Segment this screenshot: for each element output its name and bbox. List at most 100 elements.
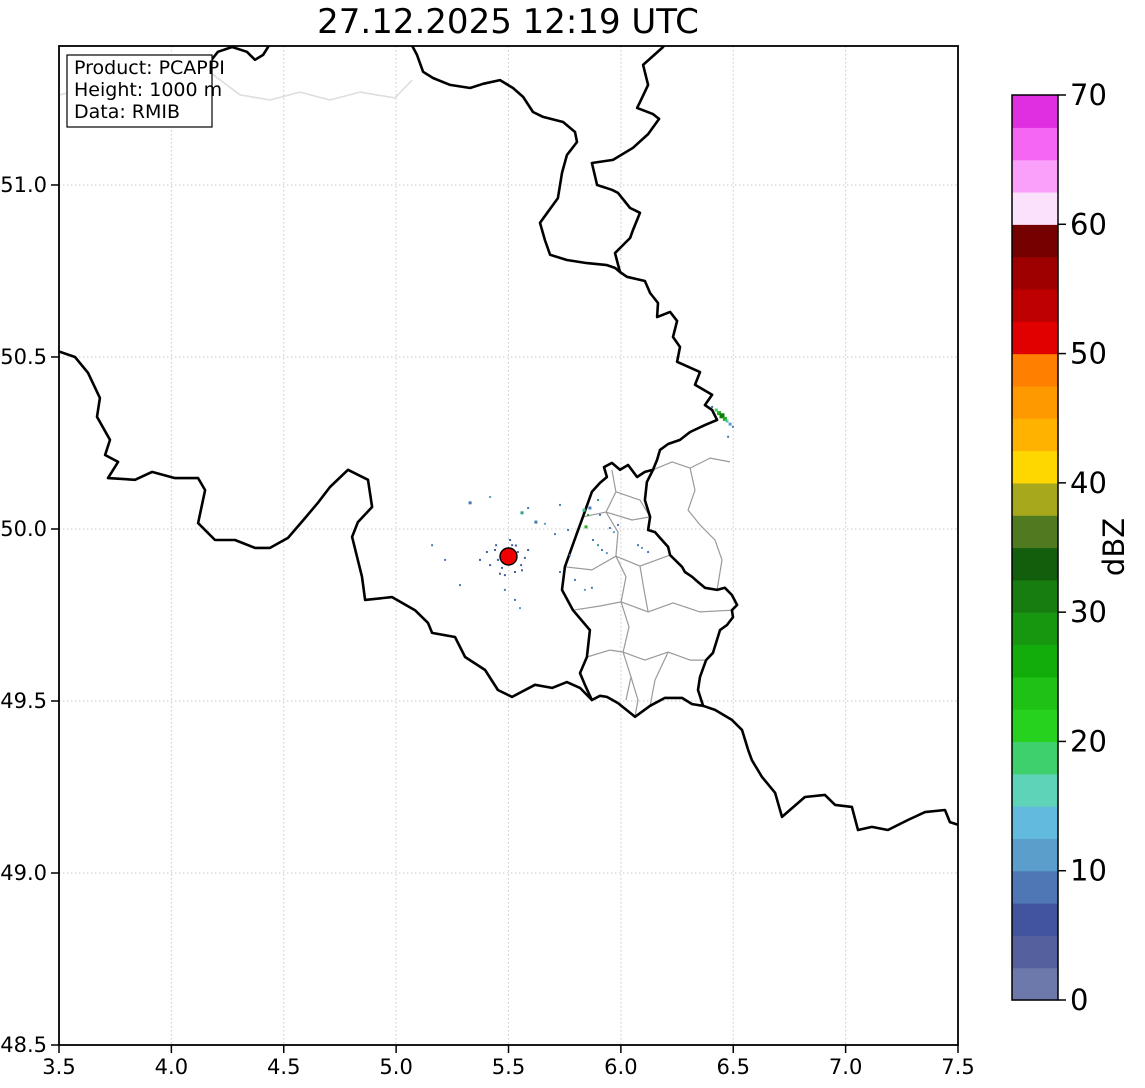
colorbar-segment <box>1012 773 1058 807</box>
echo-cell <box>527 507 530 509</box>
colorbar-segment <box>1012 967 1058 1001</box>
region-border <box>649 651 669 706</box>
colorbar-ticks: 0 10 20 30 40 50 60 70 <box>1058 78 1107 1017</box>
echo-cell <box>511 544 514 547</box>
info-data-line: Data: RMIB <box>74 101 180 123</box>
echo-cell <box>637 544 639 547</box>
echo-cell <box>479 558 481 561</box>
colorbar-segment <box>1012 127 1058 161</box>
country-border <box>59 350 594 702</box>
y-tick-label: 48.5 <box>0 1033 47 1057</box>
echo-cell <box>485 551 488 553</box>
y-tick-label: 49.5 <box>0 689 47 713</box>
colorbar-tick-label: 0 <box>1070 983 1088 1017</box>
echo-cell <box>725 419 729 423</box>
colorbar-frame <box>1011 94 1059 1001</box>
x-axis-ticks: 3.5 4.0 4.5 5.0 5.5 6.0 6.5 7.0 7.5 <box>42 1045 975 1079</box>
colorbar-tick-label: 20 <box>1070 724 1107 758</box>
echo-cell <box>523 556 526 559</box>
echo-cell <box>520 564 523 567</box>
echo-cell <box>554 533 556 536</box>
echo-cell <box>717 411 722 416</box>
x-tick-label: 4.0 <box>155 1055 188 1079</box>
colorbar-segment <box>1012 709 1058 743</box>
echo-cell <box>503 588 506 591</box>
colorbar-segment <box>1012 353 1058 387</box>
colorbar-segment <box>1012 450 1058 484</box>
colorbar-segment <box>1012 321 1058 355</box>
region-border <box>652 457 731 471</box>
country-border <box>560 461 705 719</box>
colorbar-segment <box>1012 838 1058 872</box>
country-border <box>618 270 719 472</box>
echo-cell <box>494 549 496 551</box>
info-box: Product: PCAPPI Height: 1000 m Data: RMI… <box>66 54 225 128</box>
colorbar-segment <box>1012 95 1058 128</box>
colorbar-segment <box>1012 418 1058 452</box>
echo-cell <box>641 546 643 549</box>
colorbar-segment <box>1012 191 1058 225</box>
region-border <box>586 649 707 661</box>
echo-cell <box>489 564 492 567</box>
echo-cell <box>567 529 570 531</box>
echo-cell <box>582 508 586 512</box>
colorbar-segment <box>1012 385 1058 419</box>
region-border <box>615 491 651 518</box>
echo-cell <box>495 544 498 547</box>
region-border <box>630 676 639 717</box>
colorbar <box>1012 95 1058 1001</box>
y-tick-label: 51.0 <box>0 173 47 197</box>
echo-cell <box>605 552 608 555</box>
region-border <box>564 554 671 571</box>
colorbar-segment <box>1012 579 1058 613</box>
colorbar-segment <box>1012 612 1058 646</box>
echo-cell <box>521 569 523 572</box>
echo-cell <box>503 574 506 577</box>
echo-cell <box>719 413 725 419</box>
colorbar-segment <box>1012 224 1058 258</box>
echo-cell <box>509 539 512 541</box>
radar-site-layer <box>499 547 518 566</box>
echo-cell <box>612 531 615 534</box>
echo-cell <box>520 511 524 515</box>
echo-cell <box>584 525 588 529</box>
info-box-frame <box>66 54 213 128</box>
echo-cell <box>588 506 592 510</box>
colorbar-tick-label: 50 <box>1070 337 1107 371</box>
colorbar-tick-label: 40 <box>1070 466 1107 500</box>
echo-cell <box>514 544 517 547</box>
grid-layer <box>59 46 958 1045</box>
echo-cell <box>499 572 501 575</box>
echo-cell <box>608 527 611 529</box>
echo-cell <box>714 408 718 412</box>
echo-cell <box>592 539 594 541</box>
info-height-line: Height: 1000 m <box>74 79 222 101</box>
x-tick-label: 6.0 <box>604 1055 637 1079</box>
region-borders-layer <box>564 457 732 717</box>
echo-cell <box>516 551 519 553</box>
echo-cell <box>647 551 650 553</box>
country-border <box>590 46 665 274</box>
echo-cell <box>543 522 546 525</box>
echo-cell <box>599 513 601 516</box>
echo-cell <box>597 544 599 547</box>
river-line <box>211 73 413 101</box>
x-tick-label: 6.5 <box>717 1055 750 1079</box>
colorbar-segment <box>1012 515 1058 549</box>
colorbar-segment <box>1012 256 1058 290</box>
echo-cell <box>728 422 732 426</box>
plot-title: 27.12.2025 12:19 UTC <box>317 2 699 42</box>
info-product-line: Product: PCAPPI <box>74 57 225 79</box>
colorbar-tick-label: 60 <box>1070 207 1107 241</box>
echo-cell <box>601 549 603 551</box>
echo-cell <box>583 588 586 591</box>
region-border <box>572 601 732 613</box>
echo-cell <box>559 571 561 573</box>
radar-site-marker <box>499 547 518 566</box>
y-tick-label: 50.5 <box>0 345 47 369</box>
country-borders-layer <box>59 46 958 832</box>
echo-cell <box>514 598 516 601</box>
colorbar-segment <box>1012 806 1058 839</box>
